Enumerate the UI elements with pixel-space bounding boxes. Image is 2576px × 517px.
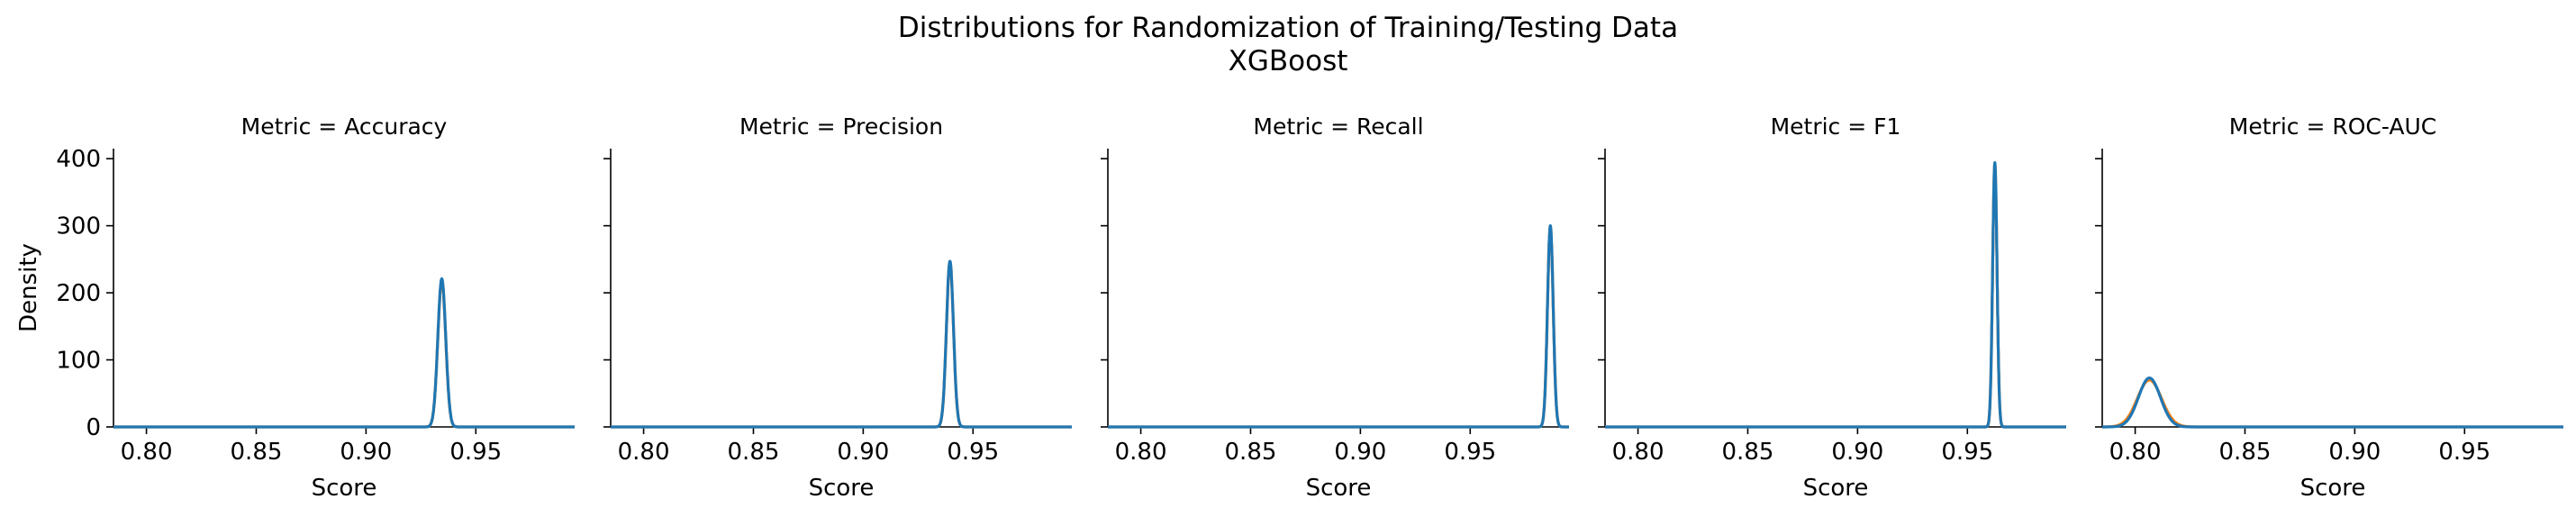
panel-title: Metric = Accuracy bbox=[241, 113, 448, 140]
density-curve bbox=[611, 261, 1072, 429]
x-tick-label: 0.85 bbox=[2219, 439, 2272, 466]
density-curve bbox=[113, 277, 575, 429]
figure-title: Distributions for Randomization of Train… bbox=[897, 12, 1679, 44]
panel-title: Metric = Recall bbox=[1253, 113, 1423, 140]
x-tick-label: 0.95 bbox=[1941, 439, 1993, 466]
x-tick-label: 0.80 bbox=[1612, 439, 1664, 466]
panel-title: Metric = ROC-AUC bbox=[2229, 113, 2436, 140]
panel-title: Metric = F1 bbox=[1771, 113, 1901, 140]
x-tick-label: 0.85 bbox=[231, 439, 283, 466]
density-curve bbox=[611, 259, 1072, 429]
density-curve bbox=[1108, 224, 1569, 429]
density-curve bbox=[113, 279, 575, 429]
x-axis-label: Score bbox=[1803, 475, 1869, 502]
figure-subtitle: XGBoost bbox=[1228, 45, 1348, 77]
x-tick-label: 0.90 bbox=[837, 439, 889, 466]
x-tick-label: 0.90 bbox=[340, 439, 392, 466]
y-axis-label: Density bbox=[15, 243, 42, 332]
x-axis-label: Score bbox=[809, 475, 875, 502]
x-tick-label: 0.80 bbox=[618, 439, 670, 466]
x-tick-label: 0.95 bbox=[947, 439, 999, 466]
x-tick-label: 0.90 bbox=[2328, 439, 2381, 466]
x-tick-label: 0.80 bbox=[2109, 439, 2162, 466]
x-axis-label: Score bbox=[312, 475, 377, 502]
x-tick-label: 0.80 bbox=[1115, 439, 1167, 466]
x-tick-label: 0.85 bbox=[1722, 439, 1774, 466]
x-tick-label: 0.95 bbox=[449, 439, 502, 466]
x-tick-label: 0.90 bbox=[1831, 439, 1883, 466]
density-curve bbox=[1108, 226, 1569, 429]
y-tick-label: 400 bbox=[56, 146, 101, 173]
y-tick-label: 300 bbox=[56, 213, 101, 240]
y-tick-label: 200 bbox=[56, 280, 101, 307]
x-tick-label: 0.90 bbox=[1334, 439, 1386, 466]
panel-title: Metric = Precision bbox=[739, 113, 943, 140]
x-tick-label: 0.95 bbox=[1444, 439, 1496, 466]
y-tick-label: 100 bbox=[56, 348, 101, 375]
x-axis-label: Score bbox=[1306, 475, 1372, 502]
x-axis-label: Score bbox=[2300, 475, 2366, 502]
density-curve bbox=[2100, 376, 2563, 429]
x-tick-label: 0.85 bbox=[1225, 439, 1277, 466]
x-tick-label: 0.80 bbox=[121, 439, 173, 466]
y-tick-label: 0 bbox=[86, 414, 101, 441]
density-curve bbox=[1605, 161, 2066, 429]
x-tick-label: 0.95 bbox=[2438, 439, 2490, 466]
x-tick-label: 0.85 bbox=[728, 439, 780, 466]
